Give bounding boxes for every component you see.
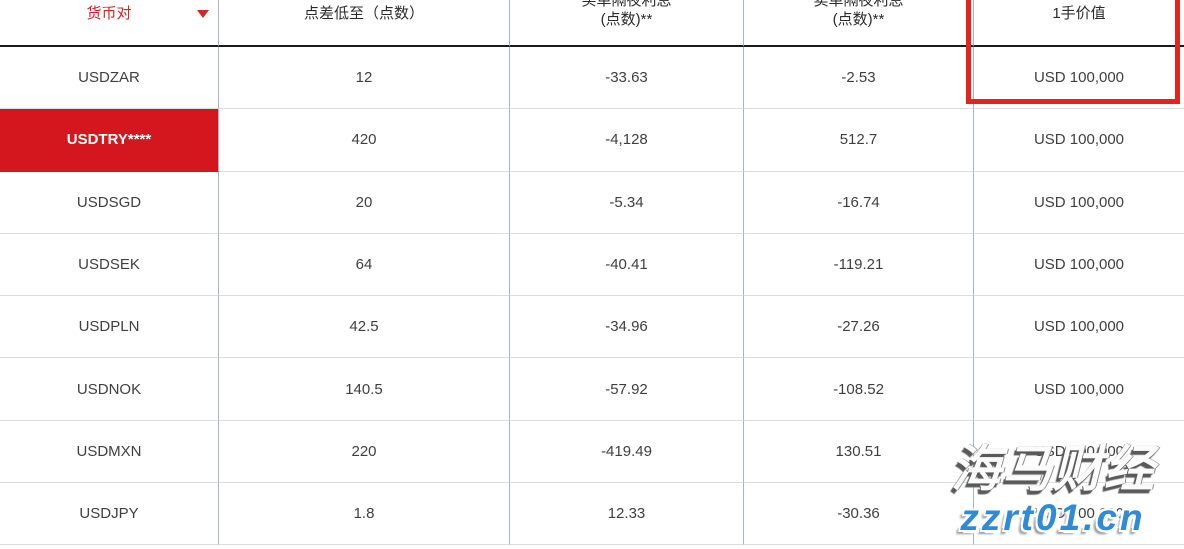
cell-buy-swap: -5.34 — [510, 171, 744, 234]
cell-buy-swap: 12.33 — [510, 483, 744, 546]
header-sell-swap: 卖单隔夜利息 (点数)** — [744, 0, 974, 47]
header-spread: 点差低至（点数） — [219, 0, 510, 47]
cell-buy-swap: -40.41 — [510, 233, 744, 297]
cell-sell-swap: -108.52 — [744, 358, 974, 421]
cell-sell-swap: -2.53 — [744, 47, 974, 110]
cell-lot-value: USD 100,000 — [974, 47, 1184, 110]
cell-buy-swap: -33.63 — [510, 47, 744, 110]
cell-pair: USDPLN — [0, 296, 219, 359]
cell-pair-highlighted: USDTRY**** — [0, 109, 219, 172]
cell-pair: USDJPY — [0, 483, 219, 546]
header-spread-label: 点差低至（点数） — [303, 5, 424, 22]
cell-spread: 1.8 — [219, 483, 510, 546]
cell-sell-swap: -16.74 — [744, 171, 974, 234]
cell-lot-value: USD 100,000 — [974, 483, 1184, 546]
cell-spread: 420 — [219, 109, 510, 172]
cell-lot-value: USD 100,000 — [974, 420, 1184, 484]
cell-spread: 20 — [219, 171, 510, 234]
cell-buy-swap: -419.49 — [510, 420, 744, 484]
header-buy-swap-sublabel: (点数)** — [600, 11, 653, 28]
cell-spread: 220 — [219, 420, 510, 484]
cell-sell-swap: -27.26 — [744, 296, 974, 359]
header-sell-swap-label: 卖单隔夜利息 — [813, 0, 904, 9]
header-buy-swap: 买单隔夜利息 (点数)** — [510, 0, 744, 47]
cell-buy-swap: -57.92 — [510, 358, 744, 421]
header-lot-value: 1手价值 — [974, 0, 1184, 47]
cell-lot-value: USD 100,000 — [974, 233, 1184, 297]
cell-pair: USDSGD — [0, 171, 219, 234]
header-currency-pair[interactable]: 货币对 — [0, 0, 219, 47]
cell-spread: 42.5 — [219, 296, 510, 359]
cell-pair: USDNOK — [0, 358, 219, 421]
cell-sell-swap: 130.51 — [744, 420, 974, 484]
cell-spread: 140.5 — [219, 358, 510, 421]
header-lot-value-label: 1手价值 — [1052, 5, 1106, 22]
cell-lot-value: USD 100,000 — [974, 171, 1184, 234]
header-sell-swap-sublabel: (点数)** — [832, 11, 885, 28]
header-currency-pair-label: 货币对 — [86, 5, 132, 22]
cell-sell-swap: 512.7 — [744, 109, 974, 172]
sort-dropdown-icon[interactable] — [197, 10, 209, 18]
header-buy-swap-label: 买单隔夜利息 — [581, 0, 672, 9]
cell-spread: 12 — [219, 47, 510, 110]
cell-lot-value: USD 100,000 — [974, 109, 1184, 172]
cell-sell-swap: -30.36 — [744, 483, 974, 546]
cell-pair: USDSEK — [0, 233, 219, 297]
cell-buy-swap: -34.96 — [510, 296, 744, 359]
cell-spread: 64 — [219, 233, 510, 297]
cell-pair: USDMXN — [0, 420, 219, 484]
cell-pair: USDZAR — [0, 47, 219, 110]
cell-sell-swap: -119.21 — [744, 233, 974, 297]
cell-lot-value: USD 100,000 — [974, 358, 1184, 421]
cell-buy-swap: -4,128 — [510, 109, 744, 172]
cell-lot-value: USD 100,000 — [974, 296, 1184, 359]
